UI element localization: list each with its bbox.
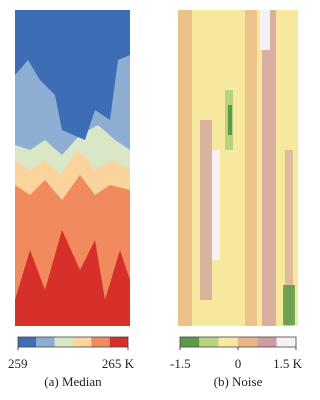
colorbar-segment <box>91 337 110 347</box>
noise-image <box>178 10 298 326</box>
colorbar-tick-label: 1.5 K <box>273 356 303 371</box>
colorbar-segment <box>276 337 296 347</box>
median-image <box>15 10 130 326</box>
colorbar-segment <box>54 337 73 347</box>
colorbar-tick-label: 0 <box>235 356 242 371</box>
colorbar-segment <box>238 337 258 347</box>
colorbar-segment <box>199 337 219 347</box>
panel-caption: (a) Median <box>44 374 102 389</box>
colorbar-segment <box>18 337 37 347</box>
colorbar-segment <box>36 337 55 347</box>
panel-caption: (b) Noise <box>214 374 263 389</box>
colorbar-segment <box>109 337 128 347</box>
colorbar-segment <box>257 337 277 347</box>
colorbar-segment <box>218 337 238 347</box>
colorbar-tick-label: 265 K <box>102 356 135 371</box>
colorbar-segment <box>180 337 200 347</box>
colorbar-tick-label: 259 <box>8 356 28 371</box>
colorbar-segment <box>73 337 92 347</box>
colorbar-frame <box>17 336 129 348</box>
colorbar-tick-label: -1.5 <box>170 356 191 371</box>
